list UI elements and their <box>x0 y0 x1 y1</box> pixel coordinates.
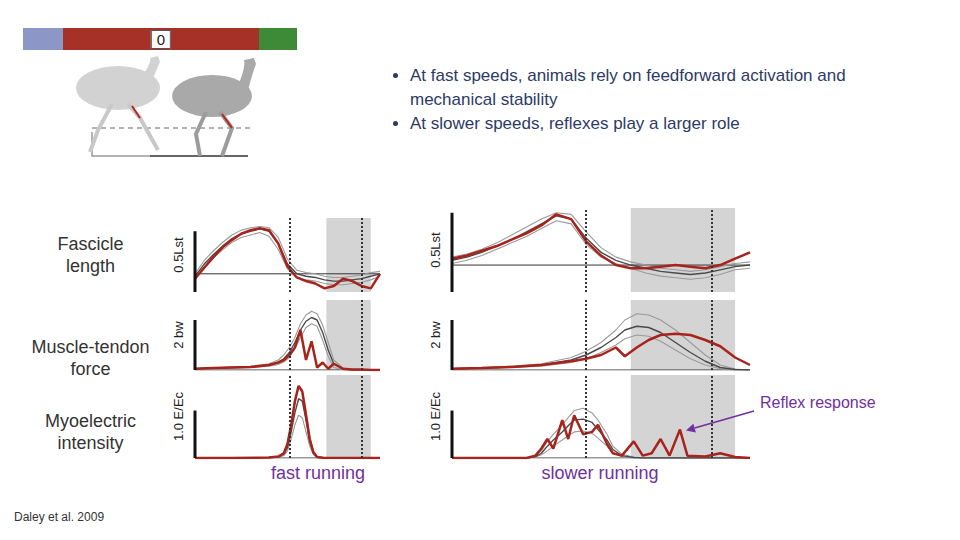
html-text:Myoelectric intensity: Myoelectric intensity <box>45 411 136 453</box>
html-text:Muscle-tendon force: Muscle-tendon force <box>31 337 150 379</box>
html-text:Fascicle length: Fascicle length <box>57 234 124 276</box>
html-text:At fast speeds, animals rely o: At fast speeds, animals rely on feedforw… <box>410 66 846 109</box>
svg-text:2 bw: 2 bw <box>428 321 443 349</box>
svg-text:0.5Lst: 0.5Lst <box>428 232 443 268</box>
html-text:At slower speeds, reflexes pla: At slower speeds, reflexes play a larger… <box>410 114 740 133</box>
svg-text:2 bw: 2 bw <box>171 321 186 349</box>
svg-text:0.5Lst: 0.5Lst <box>171 237 186 273</box>
html-text:Daley et al. 2009: Daley et al. 2009 <box>14 510 105 524</box>
svg-text:1.0 E/Ec: 1.0 E/Ec <box>428 391 443 441</box>
html-text:slower running: slower running <box>541 463 659 483</box>
html-text:fast running: fast running <box>271 463 365 483</box>
svg-text:Reflex response: Reflex response <box>760 394 876 411</box>
svg-text:1.0 E/Ec: 1.0 E/Ec <box>171 391 186 441</box>
html-text:0: 0 <box>156 31 166 48</box>
